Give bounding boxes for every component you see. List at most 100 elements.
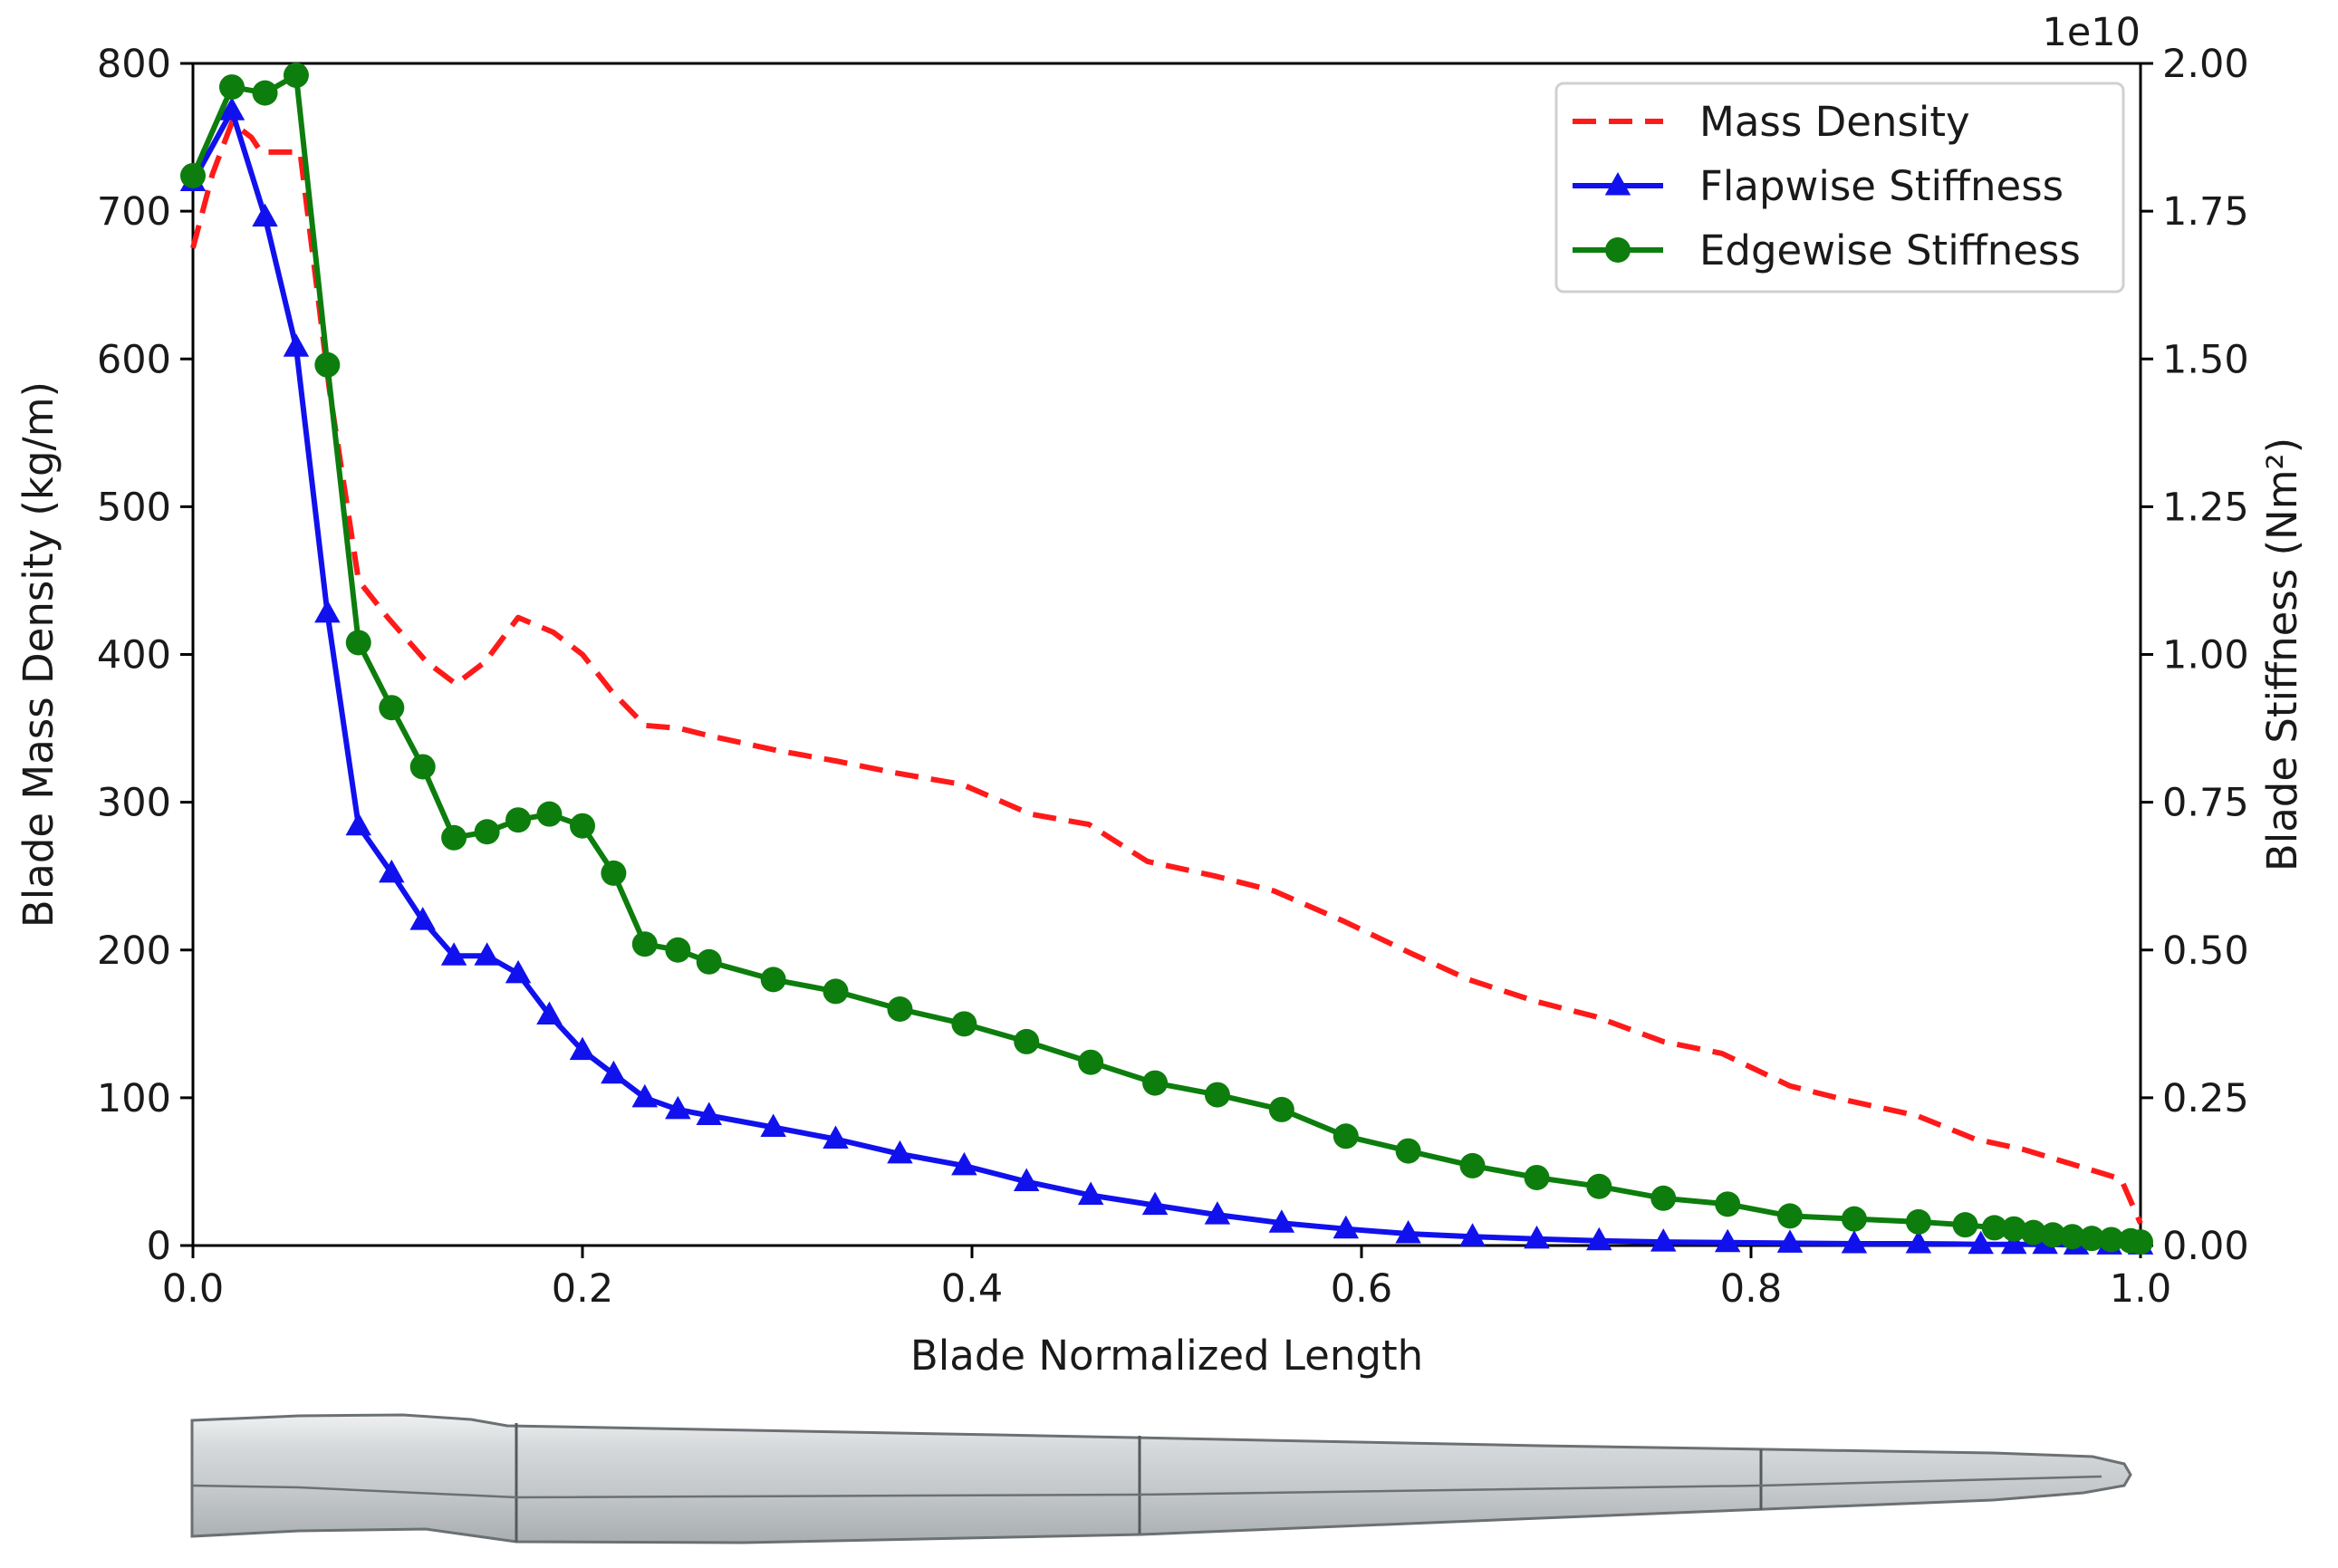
edgewise-point	[1952, 1212, 1978, 1238]
edgewise-point	[1841, 1206, 1867, 1232]
y-left-tick-label: 600	[97, 337, 171, 382]
edgewise-point	[1268, 1096, 1294, 1122]
edgewise-point	[951, 1011, 977, 1037]
flapwise-point	[696, 1101, 722, 1125]
flapwise-point	[1333, 1215, 1360, 1239]
flapwise-stiffness-series	[179, 97, 2154, 1255]
edgewise-point	[2098, 1227, 2124, 1253]
flapwise-point	[1204, 1201, 1231, 1225]
x-axis-label: Blade Normalized Length	[910, 1332, 1423, 1380]
edgewise-point	[823, 978, 849, 1005]
flapwise-point	[314, 599, 341, 623]
flapwise-point	[1013, 1168, 1040, 1192]
right-axis-multiplier: 1e10	[2042, 10, 2141, 55]
flapwise-point	[631, 1083, 659, 1108]
edgewise-point	[601, 860, 627, 886]
x-tick-label: 0.6	[1331, 1266, 1392, 1312]
y-right-tick-label: 2.00	[2162, 42, 2249, 87]
flapwise-stiffness-line	[190, 108, 2141, 1248]
edgewise-point	[180, 162, 206, 188]
y-right-tick-label: 0.50	[2162, 928, 2249, 974]
flapwise-point	[1650, 1228, 1677, 1252]
y-left-tick-label: 700	[97, 189, 171, 235]
legend-marker-flapwise-stiffness	[1604, 172, 1631, 196]
y-left-tick-label: 0	[147, 1224, 171, 1269]
y-right-tick-label: 1.75	[2162, 189, 2249, 235]
flapwise-point	[1077, 1181, 1104, 1206]
edgewise-point	[1204, 1082, 1230, 1108]
y-left-tick-label: 300	[97, 781, 171, 826]
edgewise-point	[665, 937, 691, 963]
flapwise-point	[1586, 1227, 1612, 1251]
edgewise-point	[2079, 1226, 2105, 1252]
flapwise-point	[760, 1113, 786, 1137]
edgewise-point	[2128, 1229, 2153, 1255]
y-left-axis-label: Blade Mass Density (kg/m)	[14, 381, 63, 928]
y-right-axis-label: Blade Stiffness (Nm²)	[2258, 438, 2306, 871]
edgewise-point	[1142, 1070, 1169, 1096]
flapwise-point	[1714, 1228, 1741, 1253]
legend-label-edgewise-stiffness: Edgewise Stiffness	[1699, 226, 2081, 274]
flapwise-point	[440, 942, 467, 966]
edgewise-point	[1586, 1173, 1612, 1199]
flapwise-point	[1524, 1225, 1550, 1249]
edgewise-point	[2001, 1216, 2027, 1242]
edgewise-point	[536, 801, 563, 827]
edgewise-point	[696, 948, 722, 975]
flapwise-point	[1776, 1229, 1804, 1253]
edgewise-point	[314, 351, 341, 378]
edgewise-point	[345, 630, 371, 656]
edgewise-point	[441, 824, 467, 851]
flapwise-point	[536, 1001, 563, 1025]
flapwise-point	[1395, 1219, 1421, 1244]
edgewise-point	[379, 695, 405, 721]
edgewise-point	[2040, 1222, 2066, 1248]
flapwise-point	[2001, 1230, 2027, 1255]
flapwise-point	[1141, 1191, 1169, 1216]
y-right-tick-label: 0.00	[2162, 1224, 2249, 1269]
x-tick-label: 1.0	[2110, 1266, 2171, 1312]
flapwise-point	[283, 333, 310, 357]
edgewise-point	[1014, 1028, 1040, 1054]
axes-group: 0.0 0.2 0.4 0.6 0.8 1.00100200300400500600700…	[14, 10, 2306, 1380]
edgewise-point	[409, 754, 436, 780]
edgewise-point	[2059, 1224, 2085, 1250]
y-right-tick-label: 1.25	[2162, 485, 2249, 530]
flapwise-point	[379, 859, 405, 883]
flapwise-point	[569, 1036, 596, 1061]
series-group	[179, 63, 2154, 1255]
edgewise-point	[1524, 1164, 1550, 1190]
flapwise-point	[1268, 1209, 1295, 1233]
y-left-tick-label: 800	[97, 42, 171, 87]
y-left-tick-label: 500	[97, 485, 171, 530]
edgewise-point	[760, 967, 786, 993]
edgewise-point	[505, 807, 532, 833]
flapwise-point	[1905, 1230, 1932, 1254]
y-right-tick-label: 0.25	[2162, 1076, 2249, 1121]
flapwise-point	[1841, 1230, 1868, 1254]
y-left-tick-label: 200	[97, 928, 171, 974]
flapwise-point	[252, 203, 278, 227]
edgewise-point	[252, 80, 278, 106]
x-tick-label: 0.4	[941, 1266, 1003, 1312]
legend-label-flapwise-stiffness: Flapwise Stiffness	[1699, 162, 2064, 210]
flapwise-point	[1459, 1223, 1486, 1246]
legend: Mass Density Flapwise Stiffness Edgewise S…	[1554, 82, 2125, 293]
flapwise-point	[887, 1140, 913, 1164]
wind-turbine-blade-icon	[190, 1413, 2132, 1544]
edgewise-point	[1459, 1152, 1486, 1178]
flapwise-point	[345, 812, 371, 836]
x-tick-label: 0.8	[1720, 1266, 1782, 1312]
y-right-tick-label: 1.50	[2162, 337, 2249, 382]
edgewise-point	[570, 813, 595, 839]
y-right-tick-label: 0.75	[2162, 781, 2249, 826]
edgewise-point	[1981, 1215, 2007, 1241]
flapwise-point	[823, 1125, 849, 1150]
flapwise-point	[665, 1095, 691, 1120]
edgewise-point	[1777, 1203, 1803, 1229]
edgewise-point	[887, 996, 913, 1022]
flapwise-point	[218, 97, 245, 120]
flapwise-point	[1968, 1230, 1994, 1255]
